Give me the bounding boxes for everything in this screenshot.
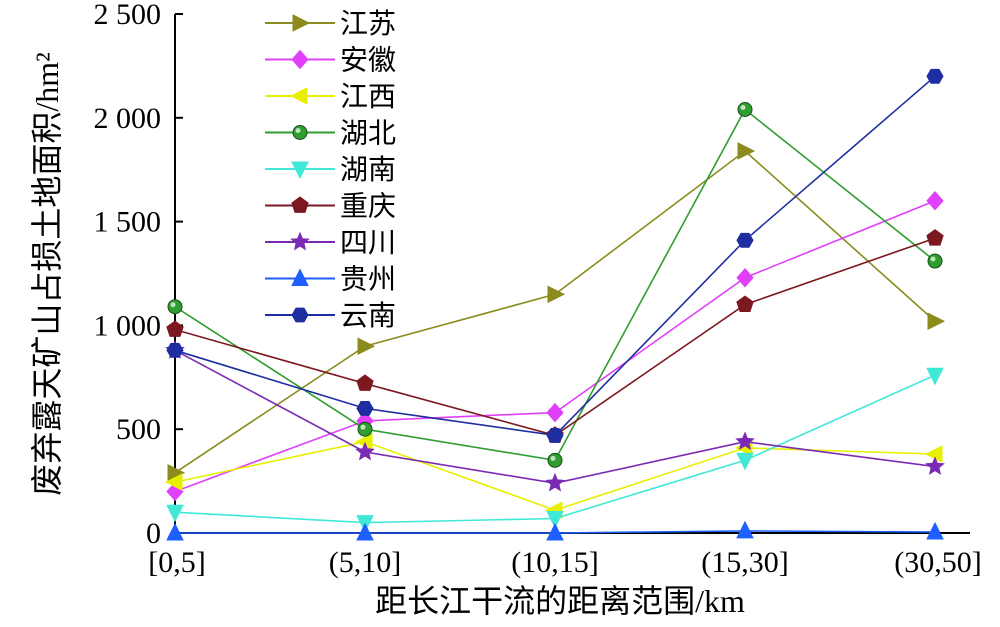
legend-label: 湖南 — [340, 154, 396, 186]
data-point-marker — [357, 337, 376, 356]
y-tick-label: 2 500 — [94, 0, 162, 31]
data-point-marker-highlight — [930, 256, 936, 262]
x-axis-title: 距长江干流的距离范围/km — [375, 583, 745, 619]
data-point-marker — [924, 445, 943, 463]
legend-marker — [292, 14, 311, 32]
data-point-marker — [166, 342, 184, 358]
legend-label: 安徽 — [340, 45, 396, 77]
data-point-marker — [926, 191, 944, 211]
data-point-marker — [166, 320, 184, 337]
legend-item: 安徽 — [265, 45, 396, 77]
x-tick-label: (30,50] — [894, 546, 981, 579]
data-point-marker — [736, 232, 754, 248]
data-point-marker — [164, 473, 183, 491]
data-point-marker — [926, 229, 944, 246]
data-point-marker — [167, 299, 183, 315]
data-point-marker-highlight — [170, 302, 176, 308]
legend-marker — [291, 161, 309, 180]
data-point-marker — [546, 402, 564, 423]
data-point-marker — [925, 456, 945, 475]
legend-item: 江西 — [265, 81, 396, 113]
x-tick-label: [0,5] — [148, 546, 205, 579]
y-tick-label: 1 500 — [94, 206, 162, 239]
legend-item: 四川 — [265, 228, 396, 259]
data-point-marker — [546, 511, 564, 529]
data-point-marker — [927, 312, 946, 331]
series-line — [174, 75, 936, 437]
legend-marker — [291, 49, 309, 70]
y-tick-label: 2 000 — [94, 102, 162, 135]
data-point-marker — [166, 504, 184, 523]
legend-item: 重庆 — [265, 191, 396, 223]
data-point-marker — [926, 68, 944, 84]
legend-marker-highlight — [295, 128, 301, 133]
data-point-marker — [547, 285, 566, 304]
legend-item: 云南 — [265, 300, 396, 332]
series-7 — [166, 520, 944, 541]
data-point-marker — [735, 431, 755, 450]
x-tick-label: (15,30] — [701, 546, 788, 579]
x-tick-label: (10,15] — [511, 546, 598, 579]
data-point-marker — [546, 428, 564, 443]
y-tick-label: 1 000 — [94, 309, 162, 342]
legend-marker — [291, 268, 309, 286]
legend-item: 湖北 — [265, 119, 396, 150]
data-point-marker — [356, 374, 374, 391]
y-tick-label: 500 — [116, 413, 161, 446]
legend-label: 云南 — [340, 300, 396, 332]
y-axis-ticks: 0 500 1 000 1 500 2 000 2 500 — [94, 0, 183, 550]
data-point-marker — [737, 142, 756, 160]
data-point-marker-highlight — [740, 104, 746, 110]
series-line — [174, 149, 936, 474]
legend-label: 四川 — [340, 228, 396, 259]
legend-marker — [290, 231, 310, 251]
data-point-marker — [926, 367, 944, 386]
y-axis-title: 废弃露天矿山占损土地面积/hm² — [29, 52, 65, 495]
legend-marker — [292, 125, 308, 140]
legend-label: 江西 — [340, 81, 396, 113]
data-point-marker — [356, 522, 374, 541]
legend-marker — [289, 87, 308, 105]
series-line — [174, 200, 936, 493]
data-point-marker — [166, 522, 184, 541]
x-axis-ticks: [0,5] (5,10] (10,15] (15,30] (30,50] — [148, 525, 982, 579]
data-point-marker — [736, 452, 754, 471]
data-point-marker-highlight — [550, 455, 556, 461]
data-point-marker — [736, 267, 754, 288]
data-point-marker — [737, 101, 753, 117]
legend-item: 湖南 — [265, 154, 396, 186]
legend-label: 湖北 — [340, 119, 396, 150]
data-point-marker — [355, 441, 375, 461]
legend-label: 重庆 — [340, 191, 396, 223]
series-8 — [166, 68, 944, 443]
legend-marker — [291, 307, 309, 323]
legend-label: 江苏 — [340, 8, 396, 40]
data-point-marker-highlight — [360, 424, 366, 430]
legend-marker — [291, 196, 309, 213]
series-layer — [164, 68, 946, 541]
data-point-marker — [926, 521, 944, 540]
x-tick-label: (5,10] — [329, 546, 401, 579]
legend-item: 贵州 — [265, 264, 396, 296]
y-tick-label: 0 — [146, 517, 161, 550]
data-point-marker — [356, 401, 374, 416]
legend-item: 江苏 — [265, 8, 396, 40]
legend-label: 贵州 — [340, 264, 396, 296]
data-point-marker — [927, 253, 943, 269]
data-point-marker — [736, 520, 754, 539]
data-point-marker — [357, 421, 373, 437]
data-point-marker — [547, 452, 563, 468]
data-point-marker — [545, 472, 565, 492]
data-point-marker — [736, 295, 754, 312]
data-point-marker — [546, 522, 564, 541]
